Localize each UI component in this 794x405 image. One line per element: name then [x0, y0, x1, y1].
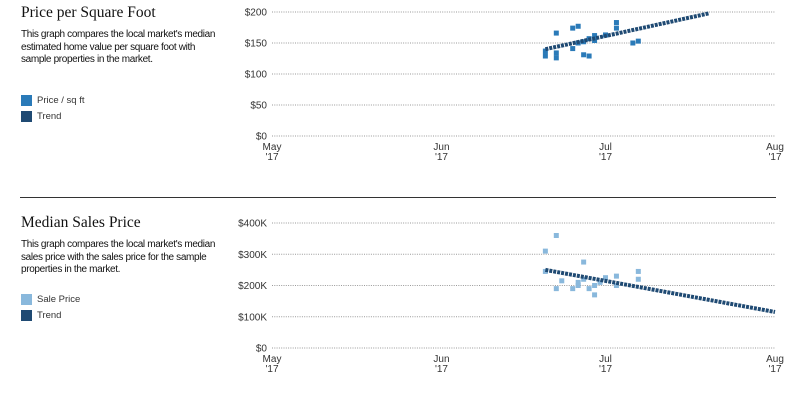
legend-swatch [21, 309, 32, 321]
y-tick-label: $50 [250, 101, 267, 112]
chart-description: This graph compares the local market's m… [21, 29, 216, 65]
x-tick-label: '17 [265, 364, 278, 375]
legend-label: Sale Price [37, 293, 81, 305]
x-tick-label: '17 [599, 364, 612, 375]
x-tick-label: '17 [265, 152, 278, 163]
data-point [570, 46, 576, 52]
data-point [581, 52, 587, 58]
data-point [575, 283, 581, 288]
data-point [542, 248, 548, 254]
legend-item: Trend [21, 108, 85, 124]
x-tick-label: '17 [435, 364, 448, 375]
y-tick-label: $300K [238, 250, 267, 261]
y-tick-label: $100K [238, 312, 267, 323]
data-point [592, 33, 598, 39]
x-tick-label: May [263, 354, 282, 365]
legend-swatch [21, 94, 32, 106]
data-point [597, 279, 603, 285]
chart-legend: Sale Price Trend [21, 291, 80, 323]
data-point [613, 25, 619, 31]
chart-title: Median Sales Price [21, 214, 141, 231]
legend-label: Trend [37, 110, 62, 122]
data-point [635, 38, 641, 44]
data-point [542, 48, 548, 54]
data-point [613, 273, 619, 279]
x-tick-label: Jul [599, 142, 612, 153]
legend-label: Trend [37, 309, 62, 321]
chart-title: Price per Square Foot [21, 4, 156, 21]
trend-line [544, 11, 710, 52]
section-divider [20, 197, 776, 198]
legend-item: Price / sq ft [21, 92, 85, 108]
median-sales-price-chart: $0$100K$200K$300K$400KMay'17Jun'17Jul'17… [238, 219, 784, 376]
x-tick-label: Jun [433, 354, 449, 365]
data-point [586, 286, 592, 292]
data-point [570, 286, 576, 292]
legend-swatch [21, 293, 32, 305]
x-tick-label: Aug [766, 354, 784, 365]
chart-legend: Price / sq ft Trend [21, 92, 85, 124]
data-point [553, 50, 559, 56]
legend-label: Price / sq ft [37, 94, 85, 106]
price-per-sqft-chart: $0$50$100$150$200May'17Jun'17Jul'17Aug'1… [245, 8, 784, 164]
data-point [592, 38, 598, 44]
data-point [570, 25, 576, 31]
x-tick-label: '17 [599, 152, 612, 163]
x-tick-label: Jun [433, 142, 449, 153]
data-point [542, 53, 548, 59]
price-per-sqft-panel: Price per Square Foot This graph compare… [0, 0, 794, 190]
chart-description: This graph compares the local market's m… [21, 239, 216, 275]
data-point [575, 279, 581, 285]
legend-swatch [21, 110, 32, 122]
data-point [581, 276, 587, 282]
trend-line [545, 267, 776, 314]
data-point [635, 268, 641, 274]
y-tick-label: $100 [245, 70, 268, 81]
x-tick-label: Jul [599, 354, 612, 365]
data-point [635, 276, 641, 282]
y-tick-label: $200K [238, 281, 267, 292]
legend-item: Trend [21, 307, 80, 323]
y-tick-label: $400K [238, 219, 267, 230]
x-tick-label: '17 [768, 364, 781, 375]
data-point [603, 275, 609, 281]
y-tick-label: $0 [256, 132, 268, 143]
median-sales-price-panel: Median Sales Price This graph compares t… [0, 210, 794, 400]
y-tick-label: $200 [245, 8, 268, 19]
data-point [586, 53, 592, 59]
data-point [559, 278, 565, 284]
data-point [553, 233, 559, 238]
legend-item: Sale Price [21, 291, 80, 307]
x-tick-label: '17 [768, 152, 781, 163]
data-point [575, 23, 581, 29]
data-point [630, 40, 636, 46]
data-point [613, 20, 619, 26]
data-point [592, 283, 598, 288]
data-point [553, 286, 559, 292]
data-point [581, 259, 587, 265]
data-point [553, 30, 559, 36]
data-point [613, 283, 619, 288]
x-tick-label: May [263, 142, 282, 153]
y-tick-label: $0 [256, 344, 268, 355]
x-tick-label: '17 [435, 152, 448, 163]
x-tick-label: Aug [766, 142, 784, 153]
data-point [553, 55, 559, 61]
y-tick-label: $150 [245, 39, 268, 50]
data-point [592, 292, 598, 298]
